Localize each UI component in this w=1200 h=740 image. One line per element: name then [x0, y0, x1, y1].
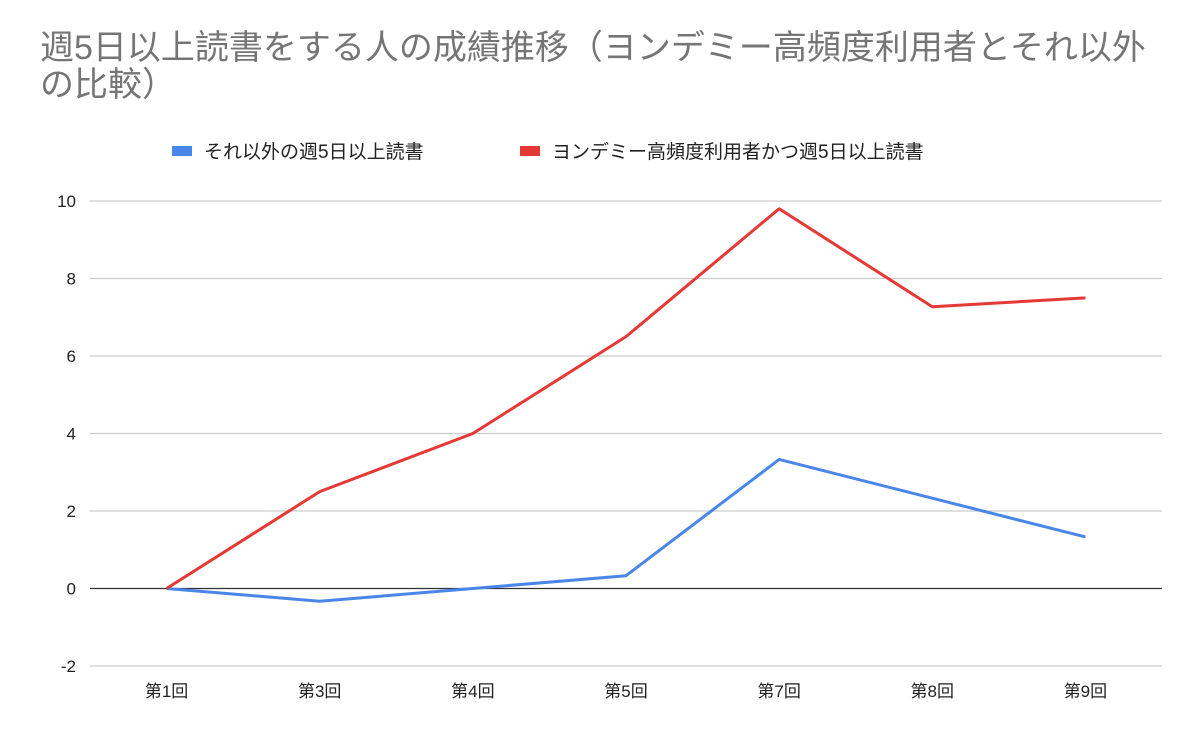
- x-tick-label: 第9回: [1064, 682, 1107, 701]
- x-tick-label: 第8回: [911, 682, 954, 701]
- y-tick-label: -2: [61, 657, 76, 676]
- x-tick-label: 第7回: [757, 682, 800, 701]
- x-tick-label: 第4回: [451, 682, 494, 701]
- y-tick-label: 10: [57, 192, 76, 211]
- x-tick-label: 第1回: [145, 682, 188, 701]
- legend-swatch: [520, 146, 540, 156]
- x-tick-label: 第5回: [604, 682, 647, 701]
- legend-label: ヨンデミー高頻度利用者かつ週5日以上読書: [552, 141, 924, 163]
- series-line-0: [166, 457, 1086, 603]
- series-lines: [165, 207, 1086, 603]
- y-tick-label: 8: [67, 270, 76, 289]
- chart-title: 週5日以上読書をする人の成績推移（ヨンデミー高頻度利用者とそれ以外の比較）: [40, 29, 1146, 104]
- x-axis-ticks: 第1回 第3回 第4回 第5回 第7回 第8回 第9回: [145, 682, 1107, 701]
- y-tick-label: 4: [67, 425, 76, 444]
- legend: それ以外の週5日以上読書 ヨンデミー高頻度利用者かつ週5日以上読書: [172, 141, 924, 163]
- legend-swatch: [172, 146, 192, 156]
- x-tick-label: 第3回: [298, 682, 341, 701]
- y-tick-label: 2: [67, 502, 76, 521]
- y-tick-label: 6: [67, 347, 76, 366]
- y-axis-ticks: -2 0 2 4 6 8 10: [57, 192, 76, 676]
- legend-label: それ以外の週5日以上読書: [204, 141, 424, 163]
- series-line-1: [165, 207, 1086, 590]
- y-tick-label: 0: [67, 580, 76, 599]
